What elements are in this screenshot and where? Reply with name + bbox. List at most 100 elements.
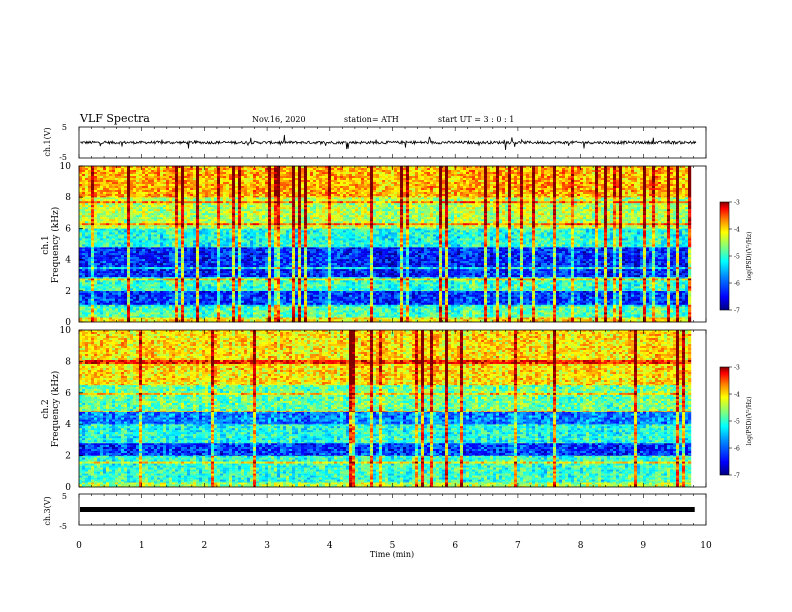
- ch1-spec-cell: [478, 290, 482, 293]
- ch1-spec-cell: [136, 302, 140, 305]
- ch1-spec-cell: [79, 300, 83, 303]
- ch1-spec-cell: [241, 298, 245, 301]
- ch1-spec-cell: [250, 290, 254, 291]
- ch1-spec-cell: [592, 296, 596, 299]
- ch1-spec-cell: [334, 282, 338, 285]
- ch1-spec-cell: [544, 306, 548, 309]
- ch1-spec-cell: [388, 317, 392, 320]
- ch1-spec-cell: [319, 280, 323, 283]
- ch1-spec-cell: [529, 280, 533, 283]
- ch1-spec-cell: [316, 298, 320, 301]
- ch1-spec-cell: [427, 306, 431, 309]
- ch1-spec-cell: [613, 284, 617, 287]
- ch1-spec-cell: [298, 319, 302, 322]
- ch1-spec-cell: [517, 312, 521, 315]
- ch1-spec-cell: [223, 284, 227, 287]
- ch1-spec-cell: [265, 308, 269, 311]
- ch1-spec-cell: [556, 310, 560, 313]
- ch1-spec-cell: [397, 319, 401, 322]
- ch1-spec-cell: [163, 290, 167, 291]
- ch1-spec-cell: [556, 304, 560, 307]
- ch1-spec-cell: [628, 316, 632, 318]
- ch1-spec-cell: [241, 319, 245, 322]
- ch1-spec-cell: [514, 314, 518, 317]
- ch1-spec-cell: [496, 286, 500, 289]
- ch1-spec-cell: [604, 294, 608, 297]
- ch1-spec-cell: [616, 278, 620, 281]
- ch1-spec-cell: [598, 319, 602, 322]
- ch1-spec-cell: [88, 306, 92, 309]
- ch1-spec-cell: [472, 288, 476, 291]
- ch1-spec-cell: [142, 294, 146, 297]
- ch1-spec-cell: [655, 312, 659, 315]
- ch1-spec-cell: [418, 296, 422, 299]
- ch1-spec-cell: [481, 282, 485, 285]
- ch1-spec-cell: [619, 298, 623, 301]
- ch1-spec-cell: [376, 284, 380, 287]
- ch1-spec-cell: [646, 316, 650, 318]
- ch1-spec-cell: [106, 304, 110, 307]
- ch1-spec-cell: [520, 312, 524, 315]
- ch1-spec-cell: [292, 298, 296, 301]
- ch1-spec-cell: [187, 286, 191, 289]
- ch1-spec-cell: [652, 308, 656, 311]
- ch1-spec-cell: [433, 286, 437, 289]
- ch1-spec-cell: [535, 302, 539, 305]
- ch1-spec-cell: [121, 286, 125, 289]
- ch1-spec-cell: [607, 282, 611, 285]
- ch1-spec-cell: [118, 292, 122, 295]
- ch1-spec-cell: [472, 316, 476, 318]
- ch1-spec-cell: [289, 312, 293, 315]
- ch1-spec-cell: [661, 304, 665, 307]
- ch1-spec-cell: [568, 292, 572, 295]
- ch1-spec-cell: [232, 319, 236, 322]
- ch1-spec-cell: [673, 286, 677, 289]
- ch1-spec-cell: [163, 298, 167, 301]
- ch1-spec-cell: [352, 280, 356, 283]
- ch1-spec-cell: [211, 317, 215, 320]
- ch1-spec-cell: [658, 312, 662, 315]
- ch1-spec-cell: [193, 310, 197, 313]
- ch1-spec-cell: [676, 312, 680, 315]
- ch1-spec-cell: [310, 284, 314, 287]
- ch1-spec-cell: [478, 278, 482, 281]
- ch1-spec-cell: [430, 296, 434, 299]
- ch1-spec-cell: [340, 284, 344, 287]
- ch1-spec-cell: [532, 284, 536, 287]
- ch1-spec-cell: [601, 292, 605, 295]
- ch1-spec-cell: [487, 290, 491, 293]
- ch1-spec-cell: [358, 319, 362, 322]
- ch1-spec-cell: [253, 292, 257, 295]
- ch1-spec-cell: [79, 312, 83, 315]
- ch1-spec-cell: [367, 294, 371, 297]
- ch1-spec-cell: [442, 312, 446, 315]
- ch1-spec-cell: [562, 296, 566, 299]
- ch1-spec-cell: [451, 282, 455, 285]
- ch1-spec-cell: [601, 306, 605, 309]
- ch1-spec-cell: [355, 304, 359, 307]
- ch1-spec-cell: [253, 308, 257, 311]
- ch1-spec-cell: [568, 317, 572, 320]
- ch1-spec-cell: [226, 302, 230, 305]
- ch1-spec-cell: [526, 308, 530, 311]
- ch1-spec-cell: [298, 317, 302, 320]
- ch1-spec-cell: [481, 290, 485, 291]
- ch1-spec-cell: [364, 314, 368, 317]
- ch1-spec-cell: [433, 288, 437, 291]
- ch1-spec-cell: [358, 280, 362, 283]
- ch1-spec-cell: [331, 306, 335, 309]
- ch1-spec-cell: [643, 288, 647, 291]
- ch1-spec-cell: [109, 288, 113, 291]
- ch1-spec-cell: [607, 296, 611, 299]
- ch1-spec-cell: [502, 316, 506, 318]
- ch1-spec-cell: [643, 296, 647, 299]
- ch1-spec-cell: [262, 304, 266, 307]
- ch1-spec-cell: [136, 310, 140, 313]
- ch1-spec-cell: [133, 302, 137, 305]
- ch1-spec-cell: [424, 308, 428, 311]
- station-label: station= ATH: [344, 115, 399, 124]
- ch1-spec-cell: [268, 282, 272, 285]
- ch1-spec-cell: [535, 280, 539, 283]
- ch1-spec-cell: [448, 294, 452, 297]
- ch1-spec-cell: [373, 290, 377, 293]
